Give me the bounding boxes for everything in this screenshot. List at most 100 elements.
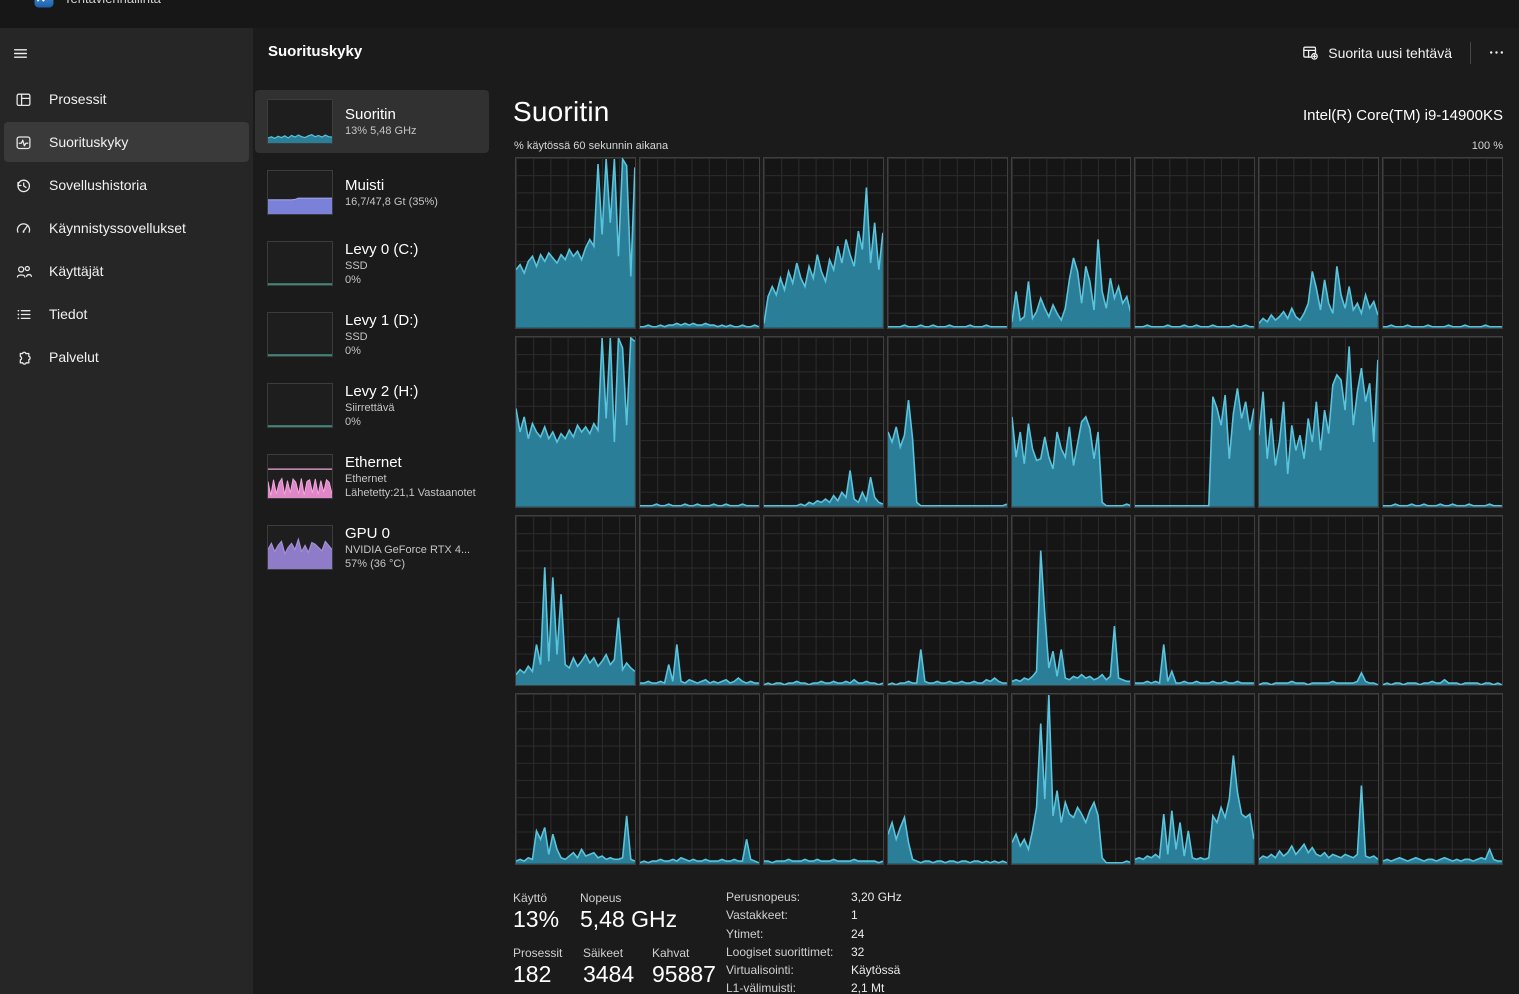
perf-item-disk2[interactable]: Levy 2 (H:) Siirrettävä 0% xyxy=(255,374,489,437)
sidebar-item-sovellushistoria[interactable]: Sovellushistoria xyxy=(4,165,249,205)
services-icon xyxy=(15,349,32,366)
perf-item-disk1[interactable]: Levy 1 (D:) SSD 0% xyxy=(255,303,489,366)
detail-value: 3,20 GHz xyxy=(851,890,902,904)
perf-item-disk0[interactable]: Levy 0 (C:) SSD 0% xyxy=(255,232,489,295)
cpu-core-graph-25 xyxy=(638,693,760,865)
cpu-core-graph-15 xyxy=(1382,335,1503,508)
cpu-core-graph-13 xyxy=(1134,335,1256,508)
cpu-detail-row: Ytimet: 24 xyxy=(726,927,1126,945)
processes-icon xyxy=(15,91,32,108)
sidebar-item-label: Käynnistyssovellukset xyxy=(49,220,186,236)
disk1-mini-graph xyxy=(267,312,333,357)
sidebar-item-palvelut[interactable]: Palvelut xyxy=(4,337,249,377)
perf-item-subtext: Siirrettävä xyxy=(345,401,395,414)
cpu-core-graph-6 xyxy=(1258,157,1380,329)
perf-item-title: Ethernet xyxy=(345,453,402,471)
detail-value: 1 xyxy=(851,908,858,923)
perf-item-text: Suoritin 13% 5,48 GHz xyxy=(345,106,417,138)
perf-item-subtext: 0% xyxy=(345,415,361,428)
sidebar-item-label: Prosessit xyxy=(49,91,107,107)
cpu-core-graph-28 xyxy=(1010,693,1132,865)
ellipsis-icon xyxy=(1489,51,1503,54)
cpu-core-graph-23 xyxy=(1382,514,1503,687)
performance-sidebar-list: Suoritin 13% 5,48 GHz Muisti 16,7/47,8 Gt (… xyxy=(255,90,489,587)
cpu-details-list: Perusnopeus: 3,20 GHz Vastakkeet: 1 Ytimet: 2… xyxy=(726,890,1126,994)
detail-label: Loogiset suorittimet: xyxy=(726,944,834,959)
disk0-mini-graph xyxy=(267,241,333,286)
startup-icon xyxy=(15,220,32,237)
speed-label: Nopeus xyxy=(580,891,622,905)
cpu-detail-row: Virtualisointi: Käytössä xyxy=(726,963,1126,981)
cpu-core-graph-10 xyxy=(762,335,884,508)
cpu-core-graph-1 xyxy=(638,157,760,329)
perf-item-memory[interactable]: Muisti 16,7/47,8 Gt (35%) xyxy=(255,161,489,224)
usage-label: Käyttö xyxy=(513,891,548,905)
window-title: Tehtävienhallinta xyxy=(64,0,161,6)
detail-value: 24 xyxy=(851,926,865,941)
more-options-button[interactable] xyxy=(1481,38,1511,68)
cpu-core-graph-29 xyxy=(1134,693,1256,865)
perf-item-title: Muisti xyxy=(345,176,385,194)
perf-item-title: Levy 2 (H:) xyxy=(345,382,419,400)
detail-value: 32 xyxy=(851,944,865,959)
speed-value: 5,48 GHz xyxy=(580,906,678,932)
run-new-task-icon xyxy=(1303,46,1319,60)
perf-item-text: Levy 2 (H:) Siirrettävä 0% xyxy=(345,383,418,429)
users-icon xyxy=(15,263,32,280)
sidebar-item-kayttajat[interactable]: Käyttäjät xyxy=(4,251,249,291)
gpu0-mini-graph xyxy=(267,525,333,570)
sidebar-item-suorituskyky[interactable]: Suorituskyky xyxy=(4,122,249,162)
sidebar-item-tiedot[interactable]: Tiedot xyxy=(4,294,249,334)
sidebar-item-label: Sovellushistoria xyxy=(49,177,148,193)
cpu-core-graph-31 xyxy=(1382,693,1503,865)
cpu-core-graph-24 xyxy=(515,693,636,865)
sidebar-nav-list: Prosessit Suorituskyky Sovellushistoria Käy… xyxy=(0,76,253,380)
usage-value: 13% xyxy=(513,906,560,932)
detail-label: Virtualisointi: xyxy=(726,963,794,978)
sidebar-item-label: Suorituskyky xyxy=(49,134,129,150)
sidebar-item-label: Palvelut xyxy=(49,349,99,365)
perf-item-text: Ethernet Ethernet Lähetetty:21,1 Vastaanot… xyxy=(345,454,476,500)
cpu-mini-graph xyxy=(267,99,333,144)
perf-item-text: Levy 1 (D:) SSD 0% xyxy=(345,312,418,358)
threads-label: Säikeet xyxy=(583,946,624,960)
threads-value: 3484 xyxy=(583,961,635,987)
window-titlebar: Tehtävienhallinta xyxy=(0,0,1519,28)
sidebar-item-kaynnistyssovellukset[interactable]: Käynnistyssovellukset xyxy=(4,208,249,248)
cpu-core-graph-30 xyxy=(1258,693,1380,865)
detail-label: Perusnopeus: xyxy=(726,890,801,904)
history-icon xyxy=(15,177,32,194)
cpu-core-graph-14 xyxy=(1258,335,1380,508)
processes-value: 182 xyxy=(513,961,552,987)
run-new-task-button[interactable]: Suorita uusi tehtävä xyxy=(1294,38,1460,67)
performance-icon xyxy=(15,134,32,151)
task-manager-logo-icon xyxy=(34,0,54,8)
perf-item-title: Levy 0 (C:) xyxy=(345,240,419,258)
cpu-detail-row: Loogiset suorittimet: 32 xyxy=(726,945,1126,963)
handles-label: Kahvat xyxy=(652,946,690,960)
disk2-mini-graph xyxy=(267,383,333,428)
perf-item-ethernet[interactable]: Ethernet Ethernet Lähetetty:21,1 Vastaanot… xyxy=(255,445,489,508)
cpu-core-graph-12 xyxy=(1010,335,1132,508)
perf-item-gpu0[interactable]: GPU 0 NVIDIA GeForce RTX 4... 57% (36 °C) xyxy=(255,516,489,579)
perf-item-subtext: SSD xyxy=(345,330,368,343)
detail-value: 2,1 Mt xyxy=(851,981,885,994)
perf-item-cpu[interactable]: Suoritin 13% 5,48 GHz xyxy=(255,90,489,153)
sidebar-item-prosessit[interactable]: Prosessit xyxy=(4,79,249,119)
perf-item-title: Levy 1 (D:) xyxy=(345,311,419,329)
cpu-panel-title: Suoritin xyxy=(513,96,610,127)
run-new-task-label: Suorita uusi tehtävä xyxy=(1328,44,1452,61)
cpu-core-graph-2 xyxy=(762,157,884,329)
processes-label: Prosessit xyxy=(513,946,563,960)
cpu-detail-row: Vastakkeet: 1 xyxy=(726,908,1126,926)
page-title: Suorituskyky xyxy=(268,43,363,60)
cpu-core-graph-0 xyxy=(515,157,636,329)
detail-label: L1-välimuisti: xyxy=(726,981,797,994)
perf-item-subtext: Lähetetty:21,1 Vastaanotet xyxy=(345,486,476,499)
header-separator xyxy=(1470,41,1471,64)
hamburger-menu-button[interactable] xyxy=(5,38,35,68)
perf-item-subtext: 0% xyxy=(345,273,361,286)
perf-item-title: GPU 0 xyxy=(345,524,391,542)
perf-item-subtext: 0% xyxy=(345,344,361,357)
detail-value: Käytössä xyxy=(851,963,901,978)
